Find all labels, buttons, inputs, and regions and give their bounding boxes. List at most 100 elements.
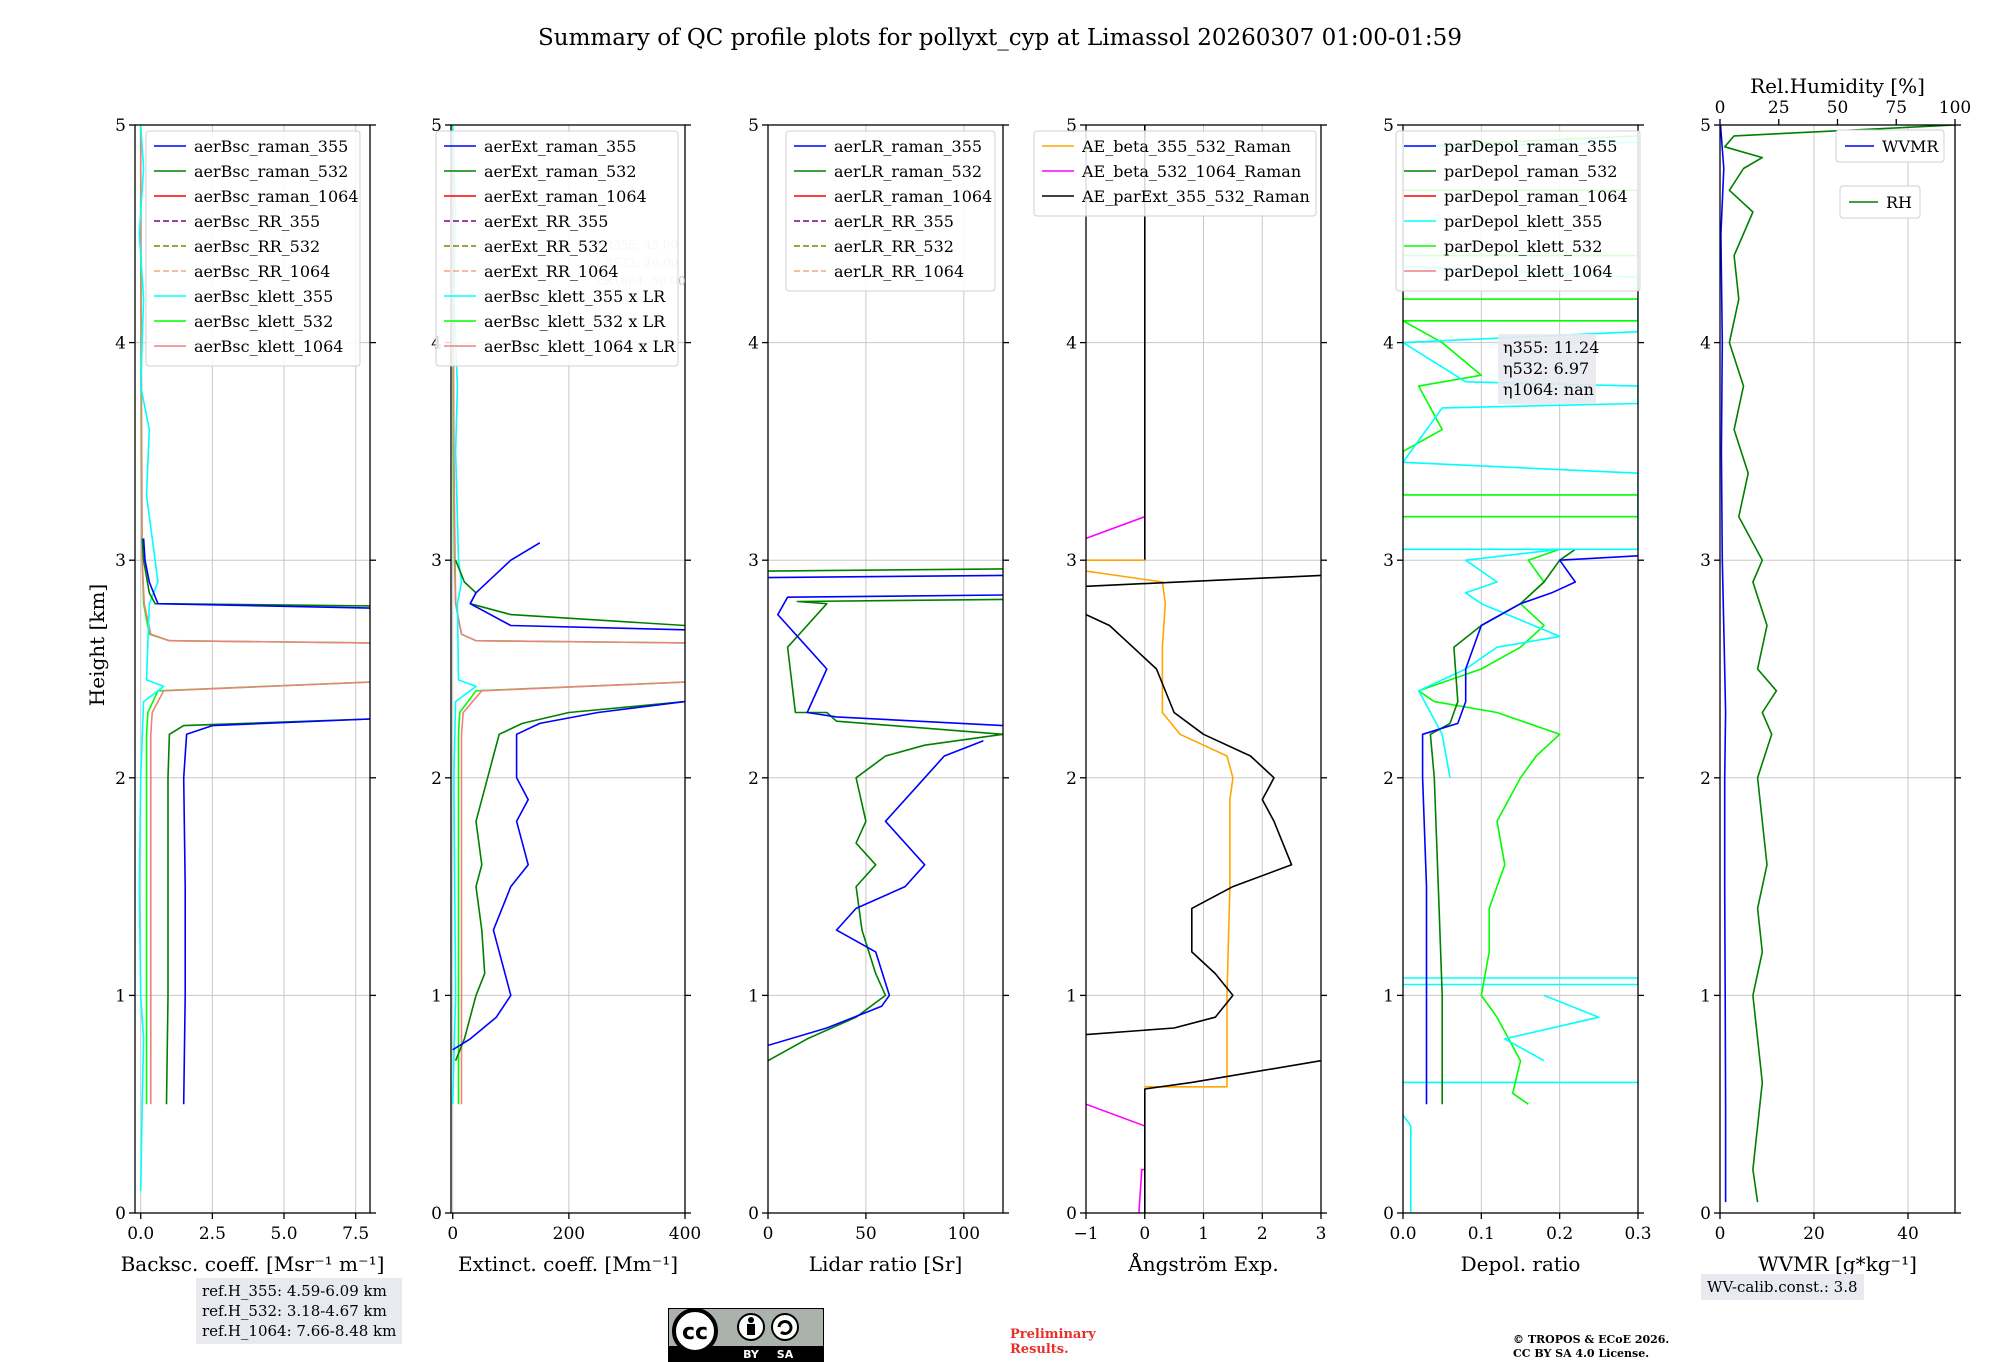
series-line-AE_parExt_355_532_Raman-mid — [1086, 613, 1293, 1036]
series-line-aerBsc_raman_355 — [182, 718, 370, 1105]
legend-label: AE_parExt_355_532_Raman — [1081, 187, 1310, 206]
cc-logo-text: cc — [682, 1320, 708, 1345]
panel-bsc: 0.0 2.5 5.0 7.5 0 1 2 3 4 5 Backsc. coeff. [Msr⁻¹ … — [115, 116, 384, 1276]
legend: aerBsc_raman_355 aerBsc_raman_532 aerBsc_r… — [145, 130, 361, 367]
series-line-parDepol_klett_355-spike2 — [1403, 977, 1638, 986]
legend-box-wvmr — [1835, 129, 1945, 163]
top-x-tick-label: 0 — [1715, 98, 1726, 118]
legend: aerExt_raman_355 aerExt_raman_532 aerExt_r… — [435, 130, 679, 367]
legend-label: aerLR_RR_1064 — [834, 262, 964, 281]
wv-calib-text: WV-calib.const.: 3.8 — [1707, 1278, 1858, 1296]
series-line-aerExt_raman_532-upper — [454, 559, 685, 627]
ref-height-355: ref.H_355: 4.59-6.09 km — [202, 1282, 387, 1300]
y-tick-label: 1 — [1066, 986, 1077, 1006]
reference-heights-box: ref.H_355: 4.59-6.09 km ref.H_532: 3.18-… — [196, 1278, 403, 1344]
top-x-tick-label: 75 — [1885, 98, 1907, 118]
legend: WVMR RH — [1835, 129, 1945, 219]
x-tick-label: 7.5 — [342, 1224, 369, 1244]
x-axis-label: Depol. ratio — [1461, 1252, 1581, 1276]
panels-group: 0.0 2.5 5.0 7.5 0 1 2 3 4 5 Backsc. coeff. [Msr⁻¹ … — [115, 74, 1971, 1276]
legend-label: aerExt_raman_355 — [484, 137, 637, 156]
series-line-aerLR_raman_532-top — [768, 568, 1003, 572]
top-x-tick-label: 100 — [1939, 98, 1971, 118]
series-line-parDepol_klett_355-upper — [1417, 548, 1561, 778]
x-tick-label: 400 — [669, 1224, 701, 1244]
series-line-parDepol_raman_355 — [1421, 555, 1638, 1105]
legend: AE_beta_355_532_Raman AE_beta_532_1064_Ra… — [1033, 130, 1317, 217]
preliminary-line-2: Results. — [1010, 1342, 1069, 1357]
legend-label: parDepol_klett_532 — [1444, 237, 1602, 256]
x-axis-label: WVMR [g*kg⁻¹] — [1758, 1252, 1917, 1276]
legend-label: aerLR_RR_355 — [834, 212, 954, 231]
y-tick-label: 4 — [115, 334, 126, 354]
series-line-klett_1064_x_LR-upper — [451, 125, 685, 644]
attribution-icon-head — [748, 1317, 754, 1323]
x-tick-label: 100 — [948, 1224, 980, 1244]
x-tick-label: 0 — [763, 1224, 774, 1244]
legend-label: aerBsc_RR_532 — [194, 237, 320, 256]
axes-frame — [767, 124, 1004, 1214]
top-x-axis-label: Rel.Humidity [%] — [1750, 74, 1925, 98]
legend-label: aerLR_raman_532 — [834, 162, 982, 181]
y-tick-label: 0 — [431, 1204, 442, 1224]
y-tick-label: 1 — [748, 986, 759, 1006]
legend-label: aerLR_raman_1064 — [834, 187, 992, 206]
preliminary-line-1: Preliminary — [1010, 1327, 1096, 1342]
legend-label: WVMR — [1882, 137, 1939, 156]
copyright-note: © TROPOS & ECoE 2026. CC BY SA 4.0 Licen… — [1513, 1333, 1669, 1361]
series-line-parDepol_klett_355-low — [1403, 1114, 1412, 1213]
legend-label: RH — [1886, 193, 1912, 212]
series-line-aerLR_raman_532 — [768, 733, 1003, 1062]
series-line-aerExt_raman_355 — [452, 700, 685, 1051]
series-group — [1720, 125, 1955, 1203]
legend-label: aerExt_RR_355 — [484, 212, 608, 231]
series-line-aerBsc_klett_1064-upper — [139, 125, 370, 644]
axes-frame — [134, 124, 371, 1214]
series-line-aerExt_raman_532 — [454, 700, 685, 1061]
x-tick-label: 0.1 — [1468, 1224, 1495, 1244]
legend-label: parDepol_klett_355 — [1444, 212, 1602, 231]
x-axis-label: Backsc. coeff. [Msr⁻¹ m⁻¹] — [121, 1252, 385, 1276]
panel-wv: 0 20 40 0 1 2 3 4 5 WVMR [g*kg⁻¹] 0 25 50 75 100 Rel.Hu… — [1700, 74, 1971, 1276]
y-tick-label: 0 — [1700, 1204, 1711, 1224]
y-tick-label: 3 — [115, 551, 126, 571]
top-x-tick-label: 50 — [1827, 98, 1849, 118]
legend-label: parDepol_raman_355 — [1444, 137, 1617, 156]
x-tick-label: 0 — [447, 1224, 458, 1244]
y-tick-label: 3 — [748, 551, 759, 571]
legend-label: aerBsc_klett_532 x LR — [484, 312, 666, 331]
series-line-AE_beta_355_532_Raman — [1086, 570, 1234, 1088]
legend-label: parDepol_klett_1064 — [1444, 262, 1613, 281]
x-tick-label: 50 — [855, 1224, 877, 1244]
legend-label: aerBsc_RR_1064 — [194, 262, 330, 281]
series-line-aerLR_raman_355-upper — [777, 594, 1003, 727]
legend-box — [1033, 130, 1317, 217]
series-line-parDepol_klett_532 — [1417, 548, 1561, 1105]
eta-label: η532: 6.97 — [1503, 359, 1589, 378]
x-tick-label: 1 — [1198, 1224, 1209, 1244]
series-line-WVMR — [1720, 125, 1727, 1203]
y-tick-label: 1 — [431, 986, 442, 1006]
y-tick-label: 3 — [1383, 551, 1394, 571]
series-line-aerLR_raman_355 — [768, 740, 984, 1047]
eta-label: η355: 11.24 — [1503, 338, 1599, 357]
cc-logo-icon — [672, 1308, 718, 1354]
y-tick-label: 3 — [1066, 551, 1077, 571]
y-tick-label: 2 — [1066, 769, 1077, 789]
y-tick-label: 5 — [431, 116, 442, 136]
legend-label: aerLR_raman_355 — [834, 137, 982, 156]
legend-box — [1395, 130, 1641, 292]
x-axis-label: Extinct. coeff. [Mm⁻¹] — [458, 1252, 678, 1276]
series-line-aerBsc_klett_1064 — [150, 681, 370, 1105]
legend-label: aerExt_RR_1064 — [484, 262, 619, 281]
legend-box — [785, 130, 996, 292]
legend-label: aerBsc_klett_532 — [194, 312, 333, 331]
axes-frame — [1402, 124, 1639, 1214]
series-line-parDepol_klett_355-mid — [1504, 994, 1600, 1062]
legend-label: parDepol_raman_1064 — [1444, 187, 1628, 206]
series-line-AE_beta_532_1064_Raman-upper — [1086, 515, 1146, 540]
legend-label: aerBsc_klett_1064 — [194, 337, 343, 356]
series-line-AE_beta_532_1064_Raman — [1086, 1103, 1146, 1127]
eta-box — [1498, 334, 1596, 404]
